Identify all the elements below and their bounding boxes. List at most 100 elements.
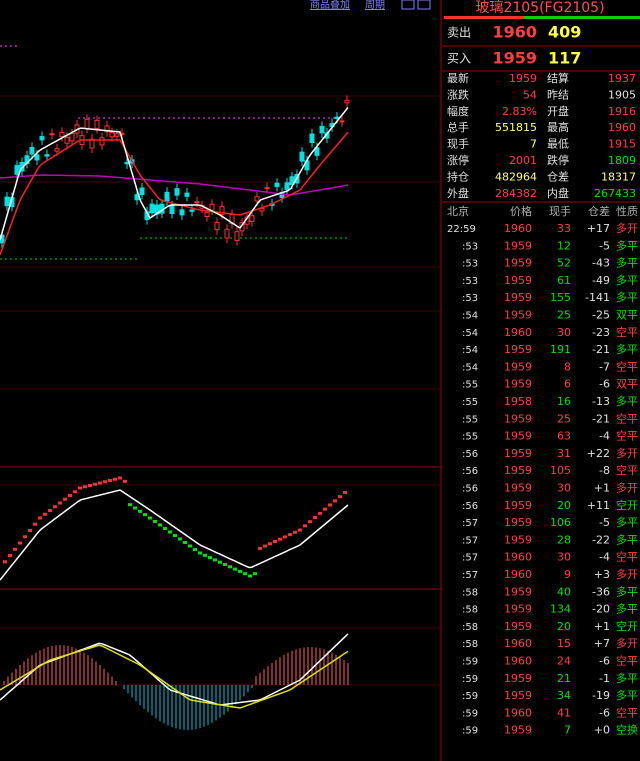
tick-nature: 空平 bbox=[616, 325, 638, 339]
tick-time: :53 bbox=[462, 241, 478, 252]
candle-body bbox=[194, 201, 200, 204]
tick-price: 1959 bbox=[504, 291, 532, 304]
tick-diff: +1 bbox=[594, 620, 610, 633]
tick-time: :54 bbox=[462, 345, 478, 356]
tick-price: 1959 bbox=[504, 378, 532, 391]
tick-price: 1959 bbox=[504, 603, 532, 616]
candle-body bbox=[314, 147, 320, 156]
candle-body bbox=[204, 211, 210, 218]
tick-nature: 多平 bbox=[616, 256, 638, 270]
tick-time: :58 bbox=[462, 605, 478, 616]
bid-volume: 117 bbox=[548, 49, 581, 68]
toolbar-button[interactable] bbox=[417, 0, 431, 10]
tick-qty: 134 bbox=[550, 603, 571, 616]
tick-time: :59 bbox=[462, 657, 478, 668]
tick-diff: -141 bbox=[585, 291, 610, 304]
stat-value: 2001 bbox=[509, 154, 537, 167]
tick-time: :59 bbox=[462, 691, 478, 702]
tick-price: 1960 bbox=[504, 655, 532, 668]
stat-label: 跌停 bbox=[547, 153, 569, 167]
tick-header: 北京 bbox=[447, 204, 469, 218]
tick-nature: 空平 bbox=[616, 411, 638, 425]
tick-diff: -8 bbox=[599, 464, 610, 477]
tick-diff: -23 bbox=[592, 326, 610, 339]
tick-diff: -13 bbox=[592, 395, 610, 408]
candle-body bbox=[179, 209, 185, 216]
tick-nature: 多开 bbox=[616, 446, 638, 460]
tick-diff: -21 bbox=[592, 412, 610, 425]
candle-body bbox=[94, 119, 100, 129]
stat-label: 涨跌 bbox=[447, 87, 469, 101]
tick-nature: 空换 bbox=[616, 723, 638, 737]
tick-header: 价格 bbox=[510, 204, 532, 218]
candle-body bbox=[289, 176, 295, 186]
stat-label: 内盘 bbox=[547, 186, 569, 200]
tick-nature: 双平 bbox=[616, 378, 638, 391]
tick-price: 1959 bbox=[504, 447, 532, 460]
tick-price: 1959 bbox=[504, 689, 532, 702]
tick-price: 1959 bbox=[504, 412, 532, 425]
tick-price: 1959 bbox=[504, 672, 532, 685]
tick-time: :57 bbox=[462, 570, 478, 581]
bid-label: 买入 bbox=[447, 52, 471, 66]
tick-diff: +7 bbox=[594, 637, 610, 650]
stat-label: 涨停 bbox=[447, 153, 469, 167]
stat-value: 267433 bbox=[594, 187, 636, 200]
tick-nature: 空平 bbox=[616, 550, 638, 564]
candle-body bbox=[49, 133, 55, 136]
tick-diff: -21 bbox=[592, 343, 610, 356]
tick-qty: 21 bbox=[557, 672, 571, 685]
tick-qty: 33 bbox=[557, 222, 571, 235]
title-underline bbox=[524, 16, 640, 19]
tick-time: :59 bbox=[462, 674, 478, 685]
candle-body bbox=[224, 228, 230, 239]
tick-nature: 多平 bbox=[616, 671, 638, 685]
tick-qty: 28 bbox=[557, 533, 571, 546]
tick-diff: -20 bbox=[592, 603, 610, 616]
tick-diff: -19 bbox=[592, 689, 610, 702]
tick-nature: 多开 bbox=[616, 636, 638, 650]
tick-qty: 40 bbox=[557, 585, 571, 598]
toolbar-overlay[interactable]: 商品叠加 bbox=[310, 0, 350, 11]
ma-line bbox=[0, 131, 349, 256]
candle-body bbox=[44, 154, 50, 157]
tick-price: 1959 bbox=[504, 585, 532, 598]
tick-nature: 多开 bbox=[616, 567, 638, 581]
tick-diff: +0 bbox=[594, 724, 610, 737]
candle-body bbox=[209, 203, 215, 211]
stat-value: 1960 bbox=[608, 121, 636, 134]
stat-value: 2.83% bbox=[502, 105, 537, 118]
stat-label: 昨结 bbox=[547, 88, 569, 101]
tick-price: 1960 bbox=[504, 568, 532, 581]
tick-price: 1959 bbox=[504, 309, 532, 322]
tick-price: 1959 bbox=[504, 499, 532, 512]
stat-value: 284382 bbox=[495, 187, 537, 200]
toolbar-period[interactable]: 周期 bbox=[365, 0, 385, 11]
tick-diff: +22 bbox=[587, 447, 610, 460]
tick-nature: 空开 bbox=[616, 498, 638, 512]
candle-body bbox=[174, 188, 180, 196]
tick-qty: 105 bbox=[550, 464, 571, 477]
tick-qty: 6 bbox=[564, 378, 571, 391]
tick-time: :55 bbox=[462, 380, 478, 391]
tick-nature: 空平 bbox=[616, 463, 638, 477]
toolbar-button[interactable] bbox=[401, 0, 415, 10]
candle-body bbox=[139, 187, 145, 196]
tick-price: 1959 bbox=[504, 257, 532, 270]
tick-qty: 30 bbox=[557, 551, 571, 564]
tick-nature: 多平 bbox=[616, 342, 638, 356]
ask-price: 1960 bbox=[492, 23, 537, 42]
tick-nature: 空平 bbox=[616, 359, 638, 373]
grid bbox=[0, 95, 441, 686]
stat-label: 幅度 bbox=[447, 104, 469, 118]
candle-body bbox=[64, 136, 70, 144]
tick-diff: -5 bbox=[599, 239, 610, 252]
candle-body bbox=[104, 125, 110, 133]
tick-nature: 多平 bbox=[616, 515, 638, 529]
tick-price: 1959 bbox=[504, 430, 532, 443]
tick-qty: 24 bbox=[557, 655, 571, 668]
ask-label: 卖出 bbox=[447, 26, 471, 40]
tick-price: 1959 bbox=[504, 274, 532, 287]
